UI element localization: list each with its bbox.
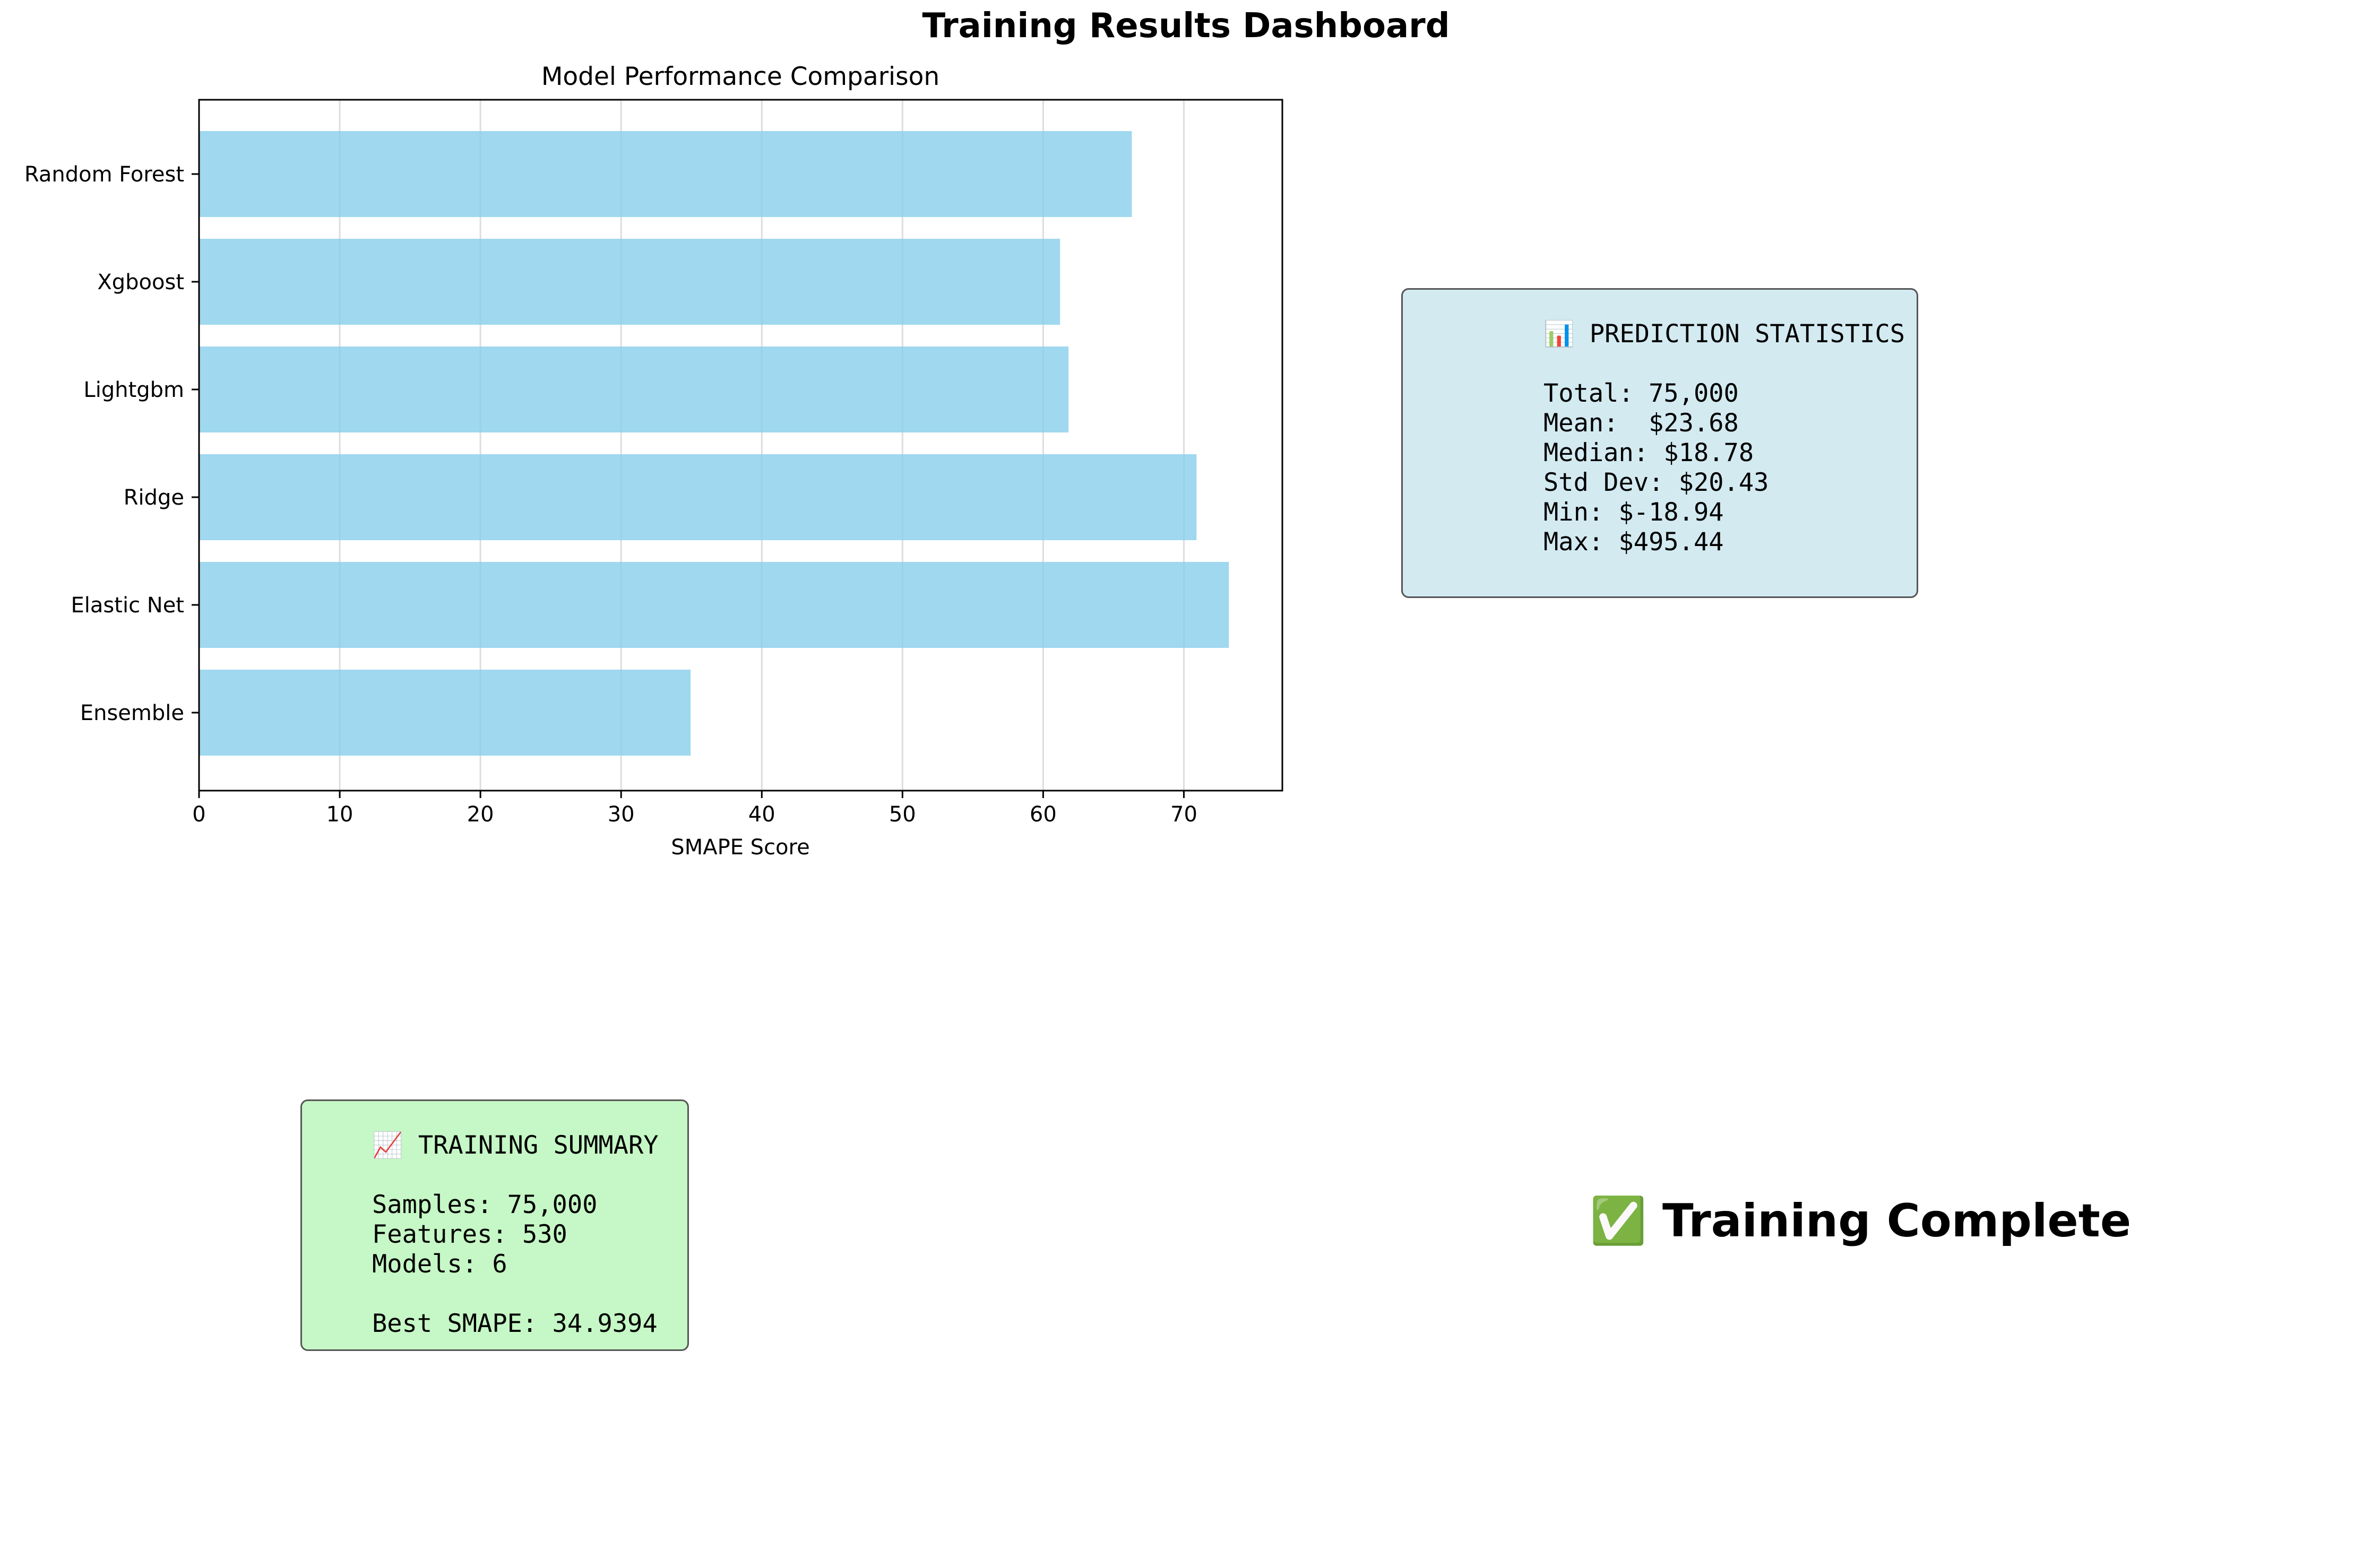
chart-title: Model Performance Comparison <box>541 62 939 91</box>
chart-bars <box>199 131 1229 756</box>
y-axis-ticks: Random Forest Xgboost Lightgbm Ridge Elastic… <box>24 162 199 725</box>
summary-best-smape: Best SMAPE: 34.9394 <box>372 1309 658 1338</box>
x-tick-label: 0 <box>192 802 205 827</box>
y-tick-label: Ensemble <box>80 701 184 725</box>
prediction-statistics-heading: 📊 PREDICTION STATISTICS <box>1543 319 1905 349</box>
stat-std-dev: Std Dev: $20.43 <box>1543 468 1769 497</box>
bar <box>199 670 691 756</box>
stat-min: Min: $-18.94 <box>1543 498 1724 527</box>
stat-total: Total: 75,000 <box>1543 379 1739 408</box>
stat-median: Median: $18.78 <box>1543 438 1754 467</box>
summary-spacer <box>372 1279 687 1309</box>
bar <box>199 131 1132 217</box>
y-tick-label: Elastic Net <box>71 593 184 618</box>
bar <box>199 454 1197 540</box>
bar <box>199 562 1229 648</box>
stat-mean: Mean: $23.68 <box>1543 409 1739 438</box>
x-tick-label: 20 <box>467 802 494 827</box>
y-tick-label: Lightgbm <box>83 378 184 402</box>
x-tick-label: 10 <box>326 802 353 827</box>
x-tick-label: 70 <box>1170 802 1197 827</box>
y-tick-label: Ridge <box>124 486 184 510</box>
summary-models: Models: 6 <box>372 1250 507 1279</box>
x-tick-label: 50 <box>889 802 916 827</box>
model-performance-chart: Model Performance Comparison Random Fore… <box>24 62 1283 860</box>
summary-samples: Samples: 75,000 <box>372 1190 598 1219</box>
training-complete-status: ✅ Training Complete <box>1590 1194 2132 1248</box>
prediction-statistics-box: 📊 PREDICTION STATISTICS Total: 75,000 Me… <box>1401 288 1918 598</box>
summary-features: Features: 530 <box>372 1220 567 1249</box>
bar <box>199 346 1069 432</box>
x-axis-label: SMAPE Score <box>671 835 809 860</box>
training-summary-box: 📈 TRAINING SUMMARY Samples: 75,000 Featu… <box>300 1099 689 1351</box>
x-axis-ticks: 0 10 20 30 40 50 60 70 <box>192 791 1197 827</box>
dashboard-title: Training Results Dashboard <box>922 6 1450 46</box>
x-tick-label: 40 <box>748 802 775 827</box>
y-tick-label: Random Forest <box>24 162 184 187</box>
x-tick-label: 60 <box>1030 802 1057 827</box>
stat-max: Max: $495.44 <box>1543 527 1724 557</box>
training-summary-heading: 📈 TRAINING SUMMARY <box>372 1131 659 1160</box>
x-tick-label: 30 <box>608 802 635 827</box>
bar <box>199 239 1060 325</box>
y-tick-label: Xgboost <box>97 270 184 294</box>
plot-frame <box>198 99 1283 792</box>
